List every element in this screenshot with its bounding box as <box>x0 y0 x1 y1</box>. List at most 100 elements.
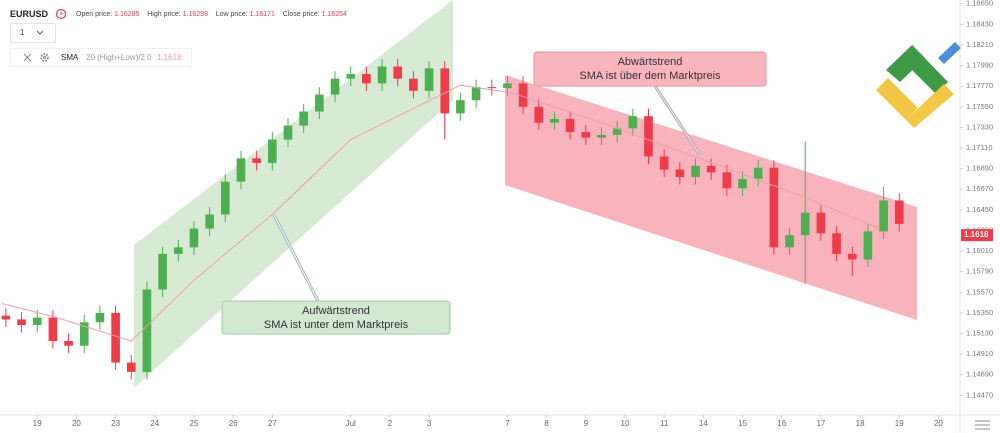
candle-body <box>863 231 873 260</box>
candle-body <box>142 289 152 372</box>
candle-body <box>158 253 167 290</box>
ohlc-value: 1.16254 <box>321 11 347 18</box>
candle-body <box>32 317 42 326</box>
candle-body <box>126 362 136 372</box>
y-tick-label: 1.17330 <box>966 122 993 131</box>
candle-body <box>769 167 779 248</box>
x-tick-label: 26 <box>229 419 238 428</box>
x-tick-label: 25 <box>190 419 199 428</box>
candle-body <box>832 233 841 254</box>
y-tick-label: 1.16890 <box>966 164 993 173</box>
y-tick-label: 1.17550 <box>966 102 993 111</box>
callout-box <box>533 51 767 87</box>
logo <box>876 42 961 128</box>
x-tick-label: 24 <box>150 419 159 428</box>
callout-box <box>221 300 451 335</box>
candle-body <box>111 312 120 363</box>
candle-body <box>785 235 794 248</box>
x-tick-label: 15 <box>738 419 747 428</box>
candle-body <box>252 158 261 164</box>
callout-text: SMA ist über dem Marktpreis <box>579 70 721 82</box>
x-tick-label: 11 <box>660 419 669 428</box>
x-tick-label: 10 <box>621 419 630 428</box>
price-tag: 1.1618 <box>964 230 989 239</box>
downtrend-channel <box>505 75 917 320</box>
ohlc-value: 1.16298 <box>182 11 208 18</box>
candle-body <box>283 125 293 140</box>
price-tag-box <box>961 229 993 242</box>
y-tick-label: 1.15350 <box>966 308 993 317</box>
candle-body <box>471 87 481 101</box>
ohlc-label: Low price: <box>215 11 248 18</box>
ohlc-label: Close price: <box>282 11 320 18</box>
close-icon[interactable] <box>23 53 32 62</box>
candle-body <box>675 169 685 178</box>
candle-body <box>424 68 434 91</box>
candle-body <box>581 132 591 138</box>
candle-body <box>409 78 418 91</box>
candle-body <box>440 68 450 114</box>
candle-body <box>173 247 183 254</box>
candle-body <box>644 116 653 157</box>
x-tick-label: 2 <box>388 419 393 428</box>
candle-body <box>346 74 356 79</box>
x-tick-label: Jul <box>346 419 356 428</box>
y-tick-label: 1.17990 <box>966 61 993 70</box>
candle-body <box>268 139 277 164</box>
callout-pointer <box>273 214 319 302</box>
symbol: EURUSD <box>10 9 49 19</box>
sma-line <box>1 84 880 342</box>
ohlc-value: 1.16285 <box>114 11 140 18</box>
x-tick-label: 20 <box>72 419 81 428</box>
ohlc: Open price: 1.16285 High price: 1.16298 … <box>76 11 347 18</box>
x-tick-label: 19 <box>33 419 42 428</box>
candle-body <box>894 200 904 224</box>
ohlc-value: 1.16171 <box>249 11 275 18</box>
indicator-value: 1.1618 <box>157 53 182 62</box>
candle-body <box>393 66 403 79</box>
y-tick-label: 1.15790 <box>966 267 993 276</box>
interval-select[interactable]: 1 <box>10 23 56 43</box>
candle-body <box>565 118 575 133</box>
candle-body <box>64 340 73 346</box>
x-tick-label: 3 <box>0 419 1 428</box>
x-tick-label: 27 <box>268 419 277 428</box>
x-tick-label: 18 <box>856 419 865 428</box>
candle-body <box>315 94 324 112</box>
candle-body <box>847 253 857 260</box>
indicator-params: 20 (High+Low)/2 0 <box>86 53 152 62</box>
y-tick-label: 1.14470 <box>966 390 993 399</box>
candle-body <box>691 165 700 178</box>
indicator-row: SMA 20 (High+Low)/2 0 1.1618 <box>10 48 192 67</box>
candle-body <box>330 78 340 95</box>
y-tick-label: 1.15570 <box>966 287 993 296</box>
candle-body <box>220 181 230 215</box>
x-tick-label: 8 <box>544 419 549 428</box>
y-tick-label: 1.16450 <box>966 205 993 214</box>
candle-body <box>738 178 747 189</box>
ohlc-label: High price: <box>147 11 181 18</box>
candle-body <box>377 66 387 84</box>
callout-text: SMA ist unter dem Marktpreis <box>264 319 409 331</box>
candle-body <box>612 128 622 135</box>
candle-body <box>362 74 371 84</box>
candle-body <box>800 212 810 236</box>
x-tick-label: 14 <box>699 419 708 428</box>
x-tick-label: 20 <box>934 419 943 428</box>
y-tick-label: 1.17770 <box>966 81 993 90</box>
y-tick-label: 1.15130 <box>966 328 993 337</box>
candle-body <box>189 228 199 248</box>
x-tick-label: 3 <box>427 419 432 428</box>
y-tick-label: 1.18650 <box>966 0 993 8</box>
settings-icon[interactable] <box>39 52 50 63</box>
callout-title: Abwärtstrend <box>618 56 683 68</box>
indicator-name: SMA <box>61 53 79 62</box>
candle-body <box>659 156 669 170</box>
candle-body <box>550 118 559 123</box>
y-tick-label: 1.18430 <box>966 19 993 28</box>
axis-settings-icon[interactable] <box>975 420 990 430</box>
ohlc-label: Open price: <box>76 11 113 18</box>
candle-body <box>597 134 606 138</box>
y-tick-label: 1.17110 <box>966 143 993 152</box>
